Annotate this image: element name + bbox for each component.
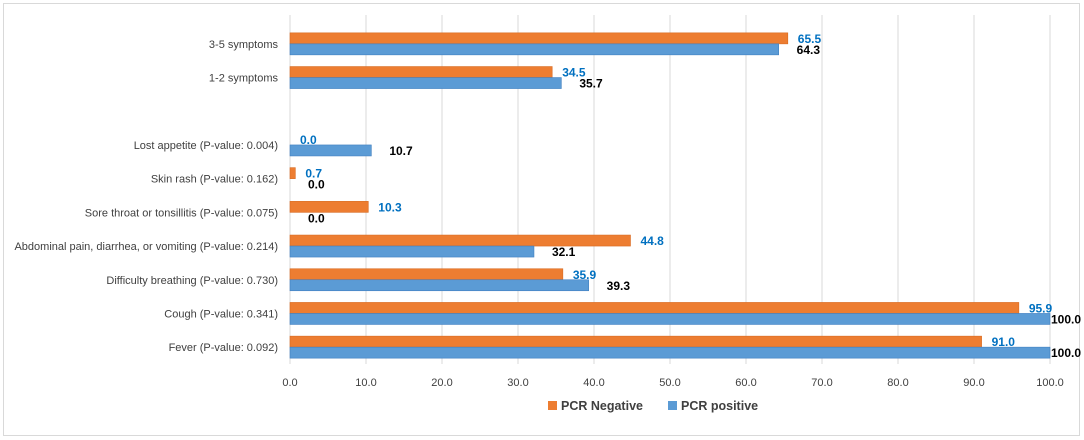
x-tick-label: 30.0: [507, 377, 528, 389]
x-tick-label: 20.0: [431, 377, 452, 389]
x-tick-label: 70.0: [811, 377, 832, 389]
x-tick-label: 40.0: [583, 377, 604, 389]
data-label-pcr-negative: 10.3: [378, 200, 402, 214]
data-label-pcr-negative: 44.8: [640, 234, 664, 248]
bar-pcr-positive: [289, 346, 1051, 359]
bar-pcr-negative: [289, 234, 631, 247]
category-label: Difficulty breathing (P-value: 0.730): [106, 275, 278, 287]
bar-pcr-negative: [289, 302, 1020, 314]
bar-pcr-negative: [289, 32, 789, 45]
data-label-pcr-negative: 65.5: [798, 32, 822, 46]
bar-pcr-positive: [289, 77, 562, 89]
x-tick-label: 50.0: [659, 377, 680, 389]
bar-pcr-negative: [289, 268, 564, 281]
category-label: Sore throat or tonsillitis (P-value: 0.0…: [85, 207, 278, 219]
category-label: Cough (P-value: 0.341): [164, 308, 278, 320]
data-label-pcr-positive: 100.0: [1051, 312, 1081, 326]
data-label-pcr-negative: 91.0: [992, 335, 1016, 349]
data-label-pcr-positive: 100.0: [1051, 346, 1081, 360]
legend-label: PCR Negative: [561, 399, 643, 413]
category-label: Lost appetite (P-value: 0.004): [134, 140, 278, 152]
data-label-pcr-positive: 35.7: [579, 77, 603, 91]
x-tick-label: 80.0: [887, 377, 908, 389]
category-label: Fever (P-value: 0.092): [169, 342, 278, 354]
data-label-pcr-positive: 64.3: [797, 43, 821, 57]
data-label-pcr-negative: 95.9: [1029, 301, 1053, 315]
bar-pcr-positive: [289, 279, 589, 292]
data-label-pcr-positive: 0.0: [308, 178, 325, 192]
data-label-pcr-negative: 35.9: [573, 268, 597, 282]
x-tick-label: 90.0: [963, 377, 984, 389]
legend-swatch-pcr-negative: [548, 401, 557, 410]
legend-label: PCR positive: [681, 399, 758, 413]
x-tick-label: 0.0: [282, 377, 297, 389]
data-label-pcr-positive: 10.7: [389, 144, 413, 158]
data-label-pcr-positive: 39.3: [607, 279, 631, 293]
legend-swatch-pcr-positive: [668, 401, 677, 410]
category-label: Abdominal pain, diarrhea, or vomiting (P…: [14, 241, 278, 253]
category-label: Skin rash (P-value: 0.162): [151, 174, 278, 186]
bar-pcr-positive: [289, 43, 779, 56]
x-tick-label: 60.0: [735, 377, 756, 389]
bar-pcr-positive: [289, 313, 1051, 325]
category-label: 1-2 symptoms: [209, 73, 279, 85]
bar-pcr-negative: [289, 201, 369, 213]
data-label-pcr-negative: 0.0: [300, 133, 317, 147]
bar-pcr-negative: [289, 66, 553, 78]
bar-pcr-negative: [289, 335, 982, 348]
data-label-pcr-positive: 0.0: [308, 211, 325, 225]
x-tick-label: 100.0: [1036, 377, 1064, 389]
x-tick-label: 10.0: [355, 377, 376, 389]
data-label-pcr-positive: 32.1: [552, 245, 576, 259]
bar-pcr-positive: [289, 144, 372, 157]
data-label-pcr-negative: 0.7: [305, 167, 322, 181]
bar-pcr-negative: [289, 167, 296, 179]
bar-pcr-positive: [289, 245, 535, 258]
category-label: 3-5 symptoms: [209, 39, 279, 51]
data-label-pcr-negative: 34.5: [562, 66, 586, 80]
